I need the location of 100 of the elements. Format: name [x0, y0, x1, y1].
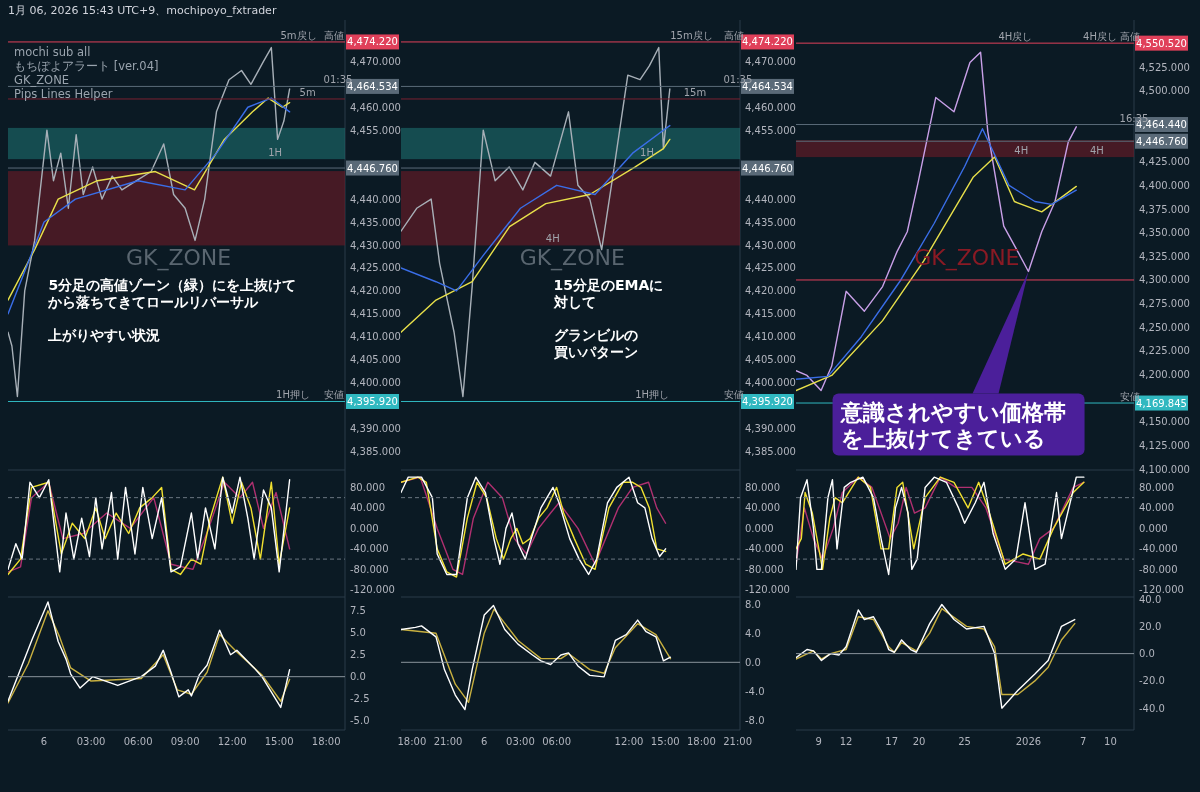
annotation: 5m	[299, 86, 316, 98]
y-tick-label: -4.0	[745, 685, 765, 697]
y-tick-label: 2.5	[350, 649, 366, 661]
y-tick-label: 0.0	[745, 656, 761, 668]
y-tick-label: 4,410.000	[745, 331, 796, 343]
y-tick-label: 4,225.000	[1139, 345, 1190, 357]
y-tick-label: 0.000	[1139, 522, 1168, 534]
annotation: 15m戻し	[670, 29, 713, 41]
annotation: 4H戻し	[1083, 31, 1117, 43]
y-tick-label: 4,470.000	[350, 55, 401, 67]
line-series	[796, 607, 1076, 696]
y-tick-label: 4,500.000	[1139, 85, 1190, 97]
y-tick-label: 40.000	[350, 502, 385, 514]
y-tick-label: 7.5	[350, 605, 366, 617]
line-series	[401, 124, 671, 292]
x-tick-label: 18:00	[686, 736, 716, 747]
y-tick-label: 4,525.000	[1139, 61, 1190, 73]
annotation: 1H押し	[635, 389, 670, 401]
y-tick-label: 0.0	[1139, 648, 1155, 660]
y-tick-label: 4,325.000	[1139, 250, 1190, 262]
y-tick-label: 4,425.000	[350, 262, 401, 274]
annotation: 高値	[323, 29, 344, 41]
ref-line-label: 4,474.220	[347, 36, 398, 48]
x-tick-label: 10	[1104, 736, 1117, 747]
x-tick-label: 7	[1079, 736, 1087, 747]
y-tick-label: 4,150.000	[1139, 416, 1190, 428]
annotation: 5m戻し	[280, 29, 317, 41]
line-series	[796, 128, 1077, 380]
x-tick-label: 06:00	[542, 736, 572, 747]
y-tick-label: 4,460.000	[350, 101, 401, 113]
y-tick-label: 4,455.000	[745, 124, 796, 136]
y-tick-label: -120.000	[745, 584, 790, 596]
x-tick-label: 9	[815, 736, 822, 747]
ref-line-label: 4,474.220	[742, 36, 793, 48]
y-tick-label: -120.000	[1139, 584, 1184, 596]
y-tick-label: -40.000	[1139, 543, 1178, 555]
annotation: 15m	[683, 86, 707, 98]
y-tick-label: 4,440.000	[745, 193, 796, 205]
y-tick-label: 4,375.000	[1139, 203, 1190, 215]
line-series	[796, 156, 1077, 392]
x-tick-label: 15:00	[264, 736, 294, 747]
y-tick-label: -5.0	[350, 715, 370, 727]
x-tick-label: 12:00	[614, 736, 644, 747]
annotation: 4H	[545, 233, 560, 245]
y-tick-label: 4,405.000	[350, 354, 401, 366]
y-tick-label: 4,435.000	[745, 216, 796, 228]
y-tick-label: 0.000	[745, 522, 774, 534]
y-tick-label: 40.0	[1139, 593, 1162, 605]
annotation: GK_ZONE	[125, 245, 232, 272]
annotation: 安値	[323, 389, 344, 401]
annotation: グランビルの買いパターン	[552, 327, 638, 361]
y-tick-label: 4,385.000	[350, 446, 401, 458]
y-tick-label: 4,250.000	[1139, 321, 1190, 333]
y-tick-label: 4,405.000	[745, 354, 796, 366]
x-tick-label: 03:00	[76, 736, 106, 747]
y-tick-label: 4,420.000	[350, 285, 401, 297]
y-tick-label: -8.0	[745, 715, 765, 727]
annotation: GK_ZONE	[519, 245, 625, 272]
ref-line-label: 4,446.760	[347, 162, 398, 174]
y-tick-label: 4,390.000	[350, 423, 401, 435]
x-tick-label: 20	[912, 736, 926, 747]
annotation: 4H	[1014, 145, 1029, 157]
annotation: 5分足の高値ゾーン（緑）にを上抜けてから落ちてきてロールリバーサル	[47, 277, 297, 310]
y-tick-label: -80.000	[350, 563, 389, 575]
x-tick-label: 6	[40, 736, 48, 747]
annotation: GK_ZONE	[14, 73, 70, 87]
x-tick-label: 18:00	[397, 736, 427, 747]
annotation: 15分足のEMAに対して	[552, 277, 664, 310]
ref-line-label: 4,446.760	[1136, 135, 1187, 147]
ref-line-label: 4,395.920	[742, 395, 793, 407]
annotation: 1H	[268, 147, 283, 159]
y-tick-label: 4,435.000	[350, 216, 401, 228]
y-tick-label: 0.0	[350, 671, 366, 683]
annotation: 高値	[723, 29, 744, 41]
x-tick-label: 09:00	[170, 736, 200, 747]
chart-title: 1月 06, 2026 15:43 UTC+9、mochipoyo_fxtrader	[8, 4, 277, 17]
y-tick-label: 4.0	[745, 627, 761, 639]
ref-line-label: 4,446.760	[742, 162, 793, 174]
annotation: もちぽよアラート [ver.04]	[14, 59, 159, 73]
x-tick-label: 25	[958, 736, 971, 747]
y-tick-label: 4,200.000	[1139, 369, 1190, 381]
annotation: 安値	[723, 389, 744, 401]
y-tick-label: 4,415.000	[745, 308, 796, 320]
y-tick-label: 4,410.000	[350, 331, 401, 343]
annotation: 4H戻し	[998, 31, 1033, 43]
y-tick-label: 4,420.000	[745, 285, 796, 297]
y-tick-label: 4,430.000	[350, 239, 401, 251]
x-tick-label: 6	[481, 736, 488, 747]
line-series	[401, 46, 671, 398]
y-tick-label: 4,425.000	[745, 262, 796, 274]
y-tick-label: 80.000	[745, 481, 780, 493]
y-tick-label: 80.000	[1139, 481, 1174, 493]
y-tick-label: 4,440.000	[350, 193, 401, 205]
x-tick-label: 21:00	[723, 736, 752, 747]
line-series	[796, 51, 1077, 392]
line-series	[796, 603, 1076, 709]
x-tick-label: 15:00	[650, 736, 680, 747]
annotation: 上がりやすい状況	[47, 327, 161, 344]
x-tick-label: 17	[885, 736, 899, 747]
y-tick-label: 8.0	[745, 598, 761, 610]
